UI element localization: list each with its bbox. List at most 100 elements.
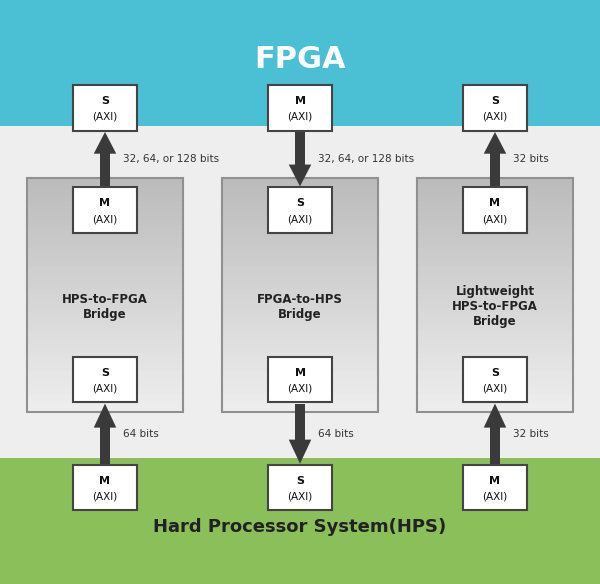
Bar (417, 377, 573, 383)
Bar (417, 248, 573, 254)
Bar (27, 359, 183, 365)
Polygon shape (289, 440, 311, 464)
Text: (AXI): (AXI) (92, 383, 118, 394)
Bar (222, 213, 378, 219)
Bar (417, 335, 573, 342)
Text: (AXI): (AXI) (92, 491, 118, 502)
Text: (AXI): (AXI) (92, 214, 118, 224)
Bar (417, 394, 573, 400)
Bar (222, 353, 378, 359)
Bar (27, 341, 183, 347)
Text: (AXI): (AXI) (287, 491, 313, 502)
Bar (222, 178, 378, 184)
Bar (222, 248, 378, 254)
Bar (417, 306, 573, 312)
Bar (222, 231, 378, 237)
FancyBboxPatch shape (268, 187, 332, 233)
Bar (27, 364, 183, 371)
Bar (222, 371, 378, 377)
Bar (222, 289, 378, 295)
Text: M: M (295, 367, 305, 378)
Bar (222, 184, 378, 190)
Bar (417, 371, 573, 377)
Bar (417, 254, 573, 260)
Bar (417, 266, 573, 272)
Text: 32 bits: 32 bits (513, 154, 549, 164)
Bar (222, 260, 378, 266)
Bar (27, 399, 183, 406)
Text: 32, 64, or 128 bits: 32, 64, or 128 bits (318, 154, 414, 164)
Bar (27, 347, 183, 353)
Bar (0, 0, 600, 126)
Bar (417, 178, 573, 412)
Bar (0, 458, 600, 584)
FancyBboxPatch shape (268, 85, 332, 131)
FancyBboxPatch shape (268, 465, 332, 510)
Bar (417, 277, 573, 283)
FancyBboxPatch shape (463, 187, 527, 233)
Bar (222, 254, 378, 260)
Text: 64 bits: 64 bits (318, 429, 354, 439)
Text: 64 bits: 64 bits (123, 429, 159, 439)
Bar (27, 318, 183, 324)
Text: S: S (491, 367, 499, 378)
Text: (AXI): (AXI) (482, 491, 508, 502)
Bar (222, 359, 378, 365)
Bar (417, 242, 573, 248)
Bar (27, 272, 183, 277)
Bar (417, 359, 573, 365)
Bar (417, 190, 573, 196)
Text: (AXI): (AXI) (287, 112, 313, 122)
Text: (AXI): (AXI) (482, 383, 508, 394)
Bar (417, 383, 573, 388)
Bar (100, 426, 110, 464)
Bar (27, 371, 183, 377)
Text: (AXI): (AXI) (482, 214, 508, 224)
Text: M: M (490, 198, 500, 208)
Bar (417, 388, 573, 394)
Bar (417, 231, 573, 237)
Bar (27, 254, 183, 260)
Bar (27, 219, 183, 225)
Bar (27, 289, 183, 295)
Bar (222, 207, 378, 213)
Bar (222, 294, 378, 301)
Bar (27, 178, 183, 184)
Bar (222, 405, 378, 412)
Text: (AXI): (AXI) (287, 214, 313, 224)
Bar (27, 266, 183, 272)
Bar (222, 242, 378, 248)
Bar (222, 364, 378, 371)
Bar (417, 347, 573, 353)
Text: 32 bits: 32 bits (513, 429, 549, 439)
Bar (27, 324, 183, 330)
Bar (27, 242, 183, 248)
Bar (27, 201, 183, 207)
Bar (417, 184, 573, 190)
Text: M: M (295, 96, 305, 106)
Bar (27, 225, 183, 231)
Bar (27, 277, 183, 283)
Bar (417, 219, 573, 225)
Bar (222, 301, 378, 307)
Bar (222, 399, 378, 406)
Bar (490, 426, 500, 464)
Text: 32, 64, or 128 bits: 32, 64, or 128 bits (123, 154, 219, 164)
Text: M: M (100, 475, 110, 486)
Bar (490, 152, 500, 186)
Bar (27, 294, 183, 301)
Bar (27, 248, 183, 254)
Bar (417, 318, 573, 324)
Bar (417, 341, 573, 347)
FancyBboxPatch shape (73, 187, 137, 233)
Bar (222, 190, 378, 196)
Bar (417, 353, 573, 359)
Bar (417, 201, 573, 207)
Text: FPGA: FPGA (254, 46, 346, 74)
Bar (222, 266, 378, 272)
Bar (417, 272, 573, 277)
Bar (417, 260, 573, 266)
Text: M: M (490, 475, 500, 486)
Text: S: S (491, 96, 499, 106)
Bar (417, 195, 573, 201)
